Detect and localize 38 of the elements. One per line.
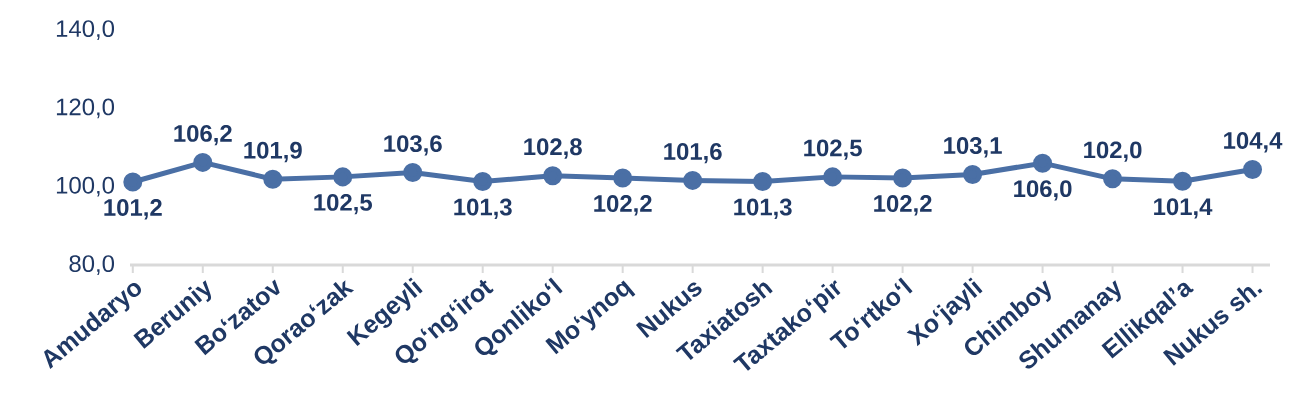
point (473, 172, 493, 192)
point (963, 165, 983, 185)
data-label: 102,2 (594, 195, 652, 216)
y-tick-label: 140,0 (56, 20, 115, 40)
data-label: 102,5 (804, 139, 862, 160)
y-tick-label: 120,0 (56, 98, 115, 119)
point (1243, 159, 1263, 179)
data-label: 102,5 (314, 193, 372, 215)
point (1033, 153, 1053, 173)
point (893, 168, 913, 188)
data-label: 101,2 (104, 199, 162, 220)
point (123, 172, 143, 192)
point (753, 172, 773, 192)
data-label: 104,4 (1224, 132, 1283, 153)
data-label: 106,0 (1014, 180, 1072, 201)
point (683, 170, 703, 190)
point (1103, 169, 1123, 189)
point (193, 152, 213, 172)
data-label: 101,4 (1154, 198, 1213, 219)
point (543, 166, 563, 186)
point (613, 168, 633, 188)
data-label: 101,3 (734, 198, 792, 219)
data-label: 103,1 (944, 137, 1002, 158)
y-tick-label: 80,0 (69, 255, 115, 275)
data-label: 103,6 (384, 135, 442, 156)
point (1173, 171, 1193, 191)
data-label: 101,3 (454, 198, 512, 219)
data-label: 102,2 (874, 195, 932, 216)
data-label: 102,8 (524, 138, 582, 159)
point (263, 169, 283, 189)
data-label: 106,2 (174, 124, 232, 146)
point (403, 163, 423, 183)
data-label: 102,0 (1084, 141, 1142, 162)
y-tick-label: 100,0 (56, 176, 115, 197)
point (333, 167, 353, 187)
data-label: 101,6 (664, 142, 722, 164)
point (823, 167, 843, 187)
data-label: 101,9 (244, 141, 302, 163)
